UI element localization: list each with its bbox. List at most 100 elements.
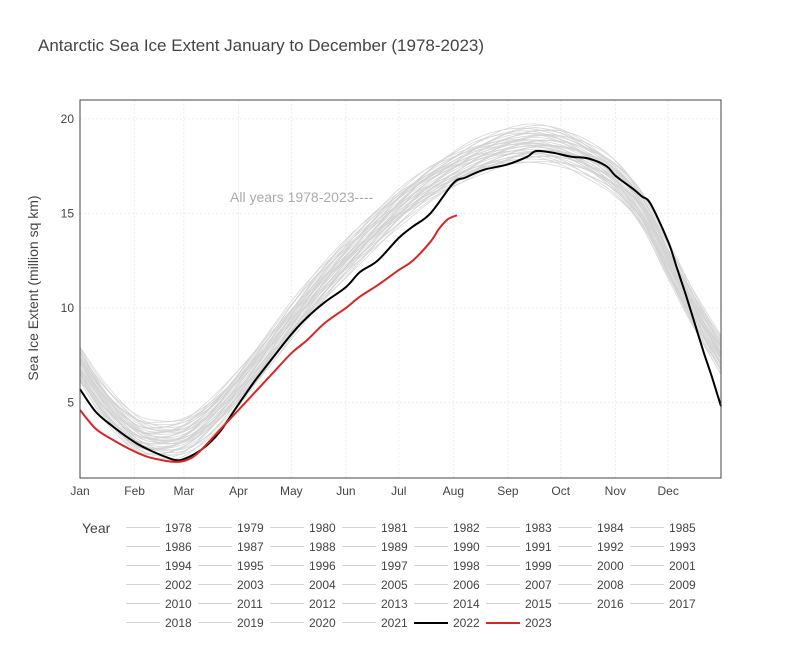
legend-swatch	[486, 621, 520, 624]
legend-item-2018[interactable]: 2018	[126, 613, 192, 632]
year-line-1978	[79, 155, 722, 456]
legend-item-1997[interactable]: 1997	[342, 556, 408, 575]
legend-label: 1988	[309, 539, 336, 554]
legend-label: 2023	[525, 615, 552, 630]
x-tick-label: Jun	[336, 484, 355, 498]
legend-item-1981[interactable]: 1981	[342, 518, 408, 537]
legend-swatch	[630, 603, 664, 604]
legend-label: 1982	[453, 520, 480, 535]
year-line-2015	[79, 139, 722, 440]
legend-label: 1992	[597, 539, 624, 554]
plot-frame	[79, 99, 722, 479]
legend-item-2021[interactable]: 2021	[342, 613, 408, 632]
legend-swatch	[558, 565, 592, 566]
y-tick-label: 15	[61, 206, 75, 220]
legend-item-1987[interactable]: 1987	[198, 537, 264, 556]
legend-item-2016[interactable]: 2016	[558, 594, 624, 613]
legend-item-2013[interactable]: 2013	[342, 594, 408, 613]
legend-label: 2019	[237, 615, 264, 630]
legend-item-2009[interactable]: 2009	[630, 575, 696, 594]
legend-item-1983[interactable]: 1983	[486, 518, 552, 537]
legend-label: 2020	[309, 615, 336, 630]
legend-item-1982[interactable]: 1982	[414, 518, 480, 537]
legend-swatch	[414, 584, 448, 585]
x-tick-label: Jul	[391, 484, 406, 498]
year-line-2001	[79, 161, 722, 461]
legend-item-2007[interactable]: 2007	[486, 575, 552, 594]
year-line-1988	[79, 151, 722, 450]
legend-item-1994[interactable]: 1994	[126, 556, 192, 575]
legend-swatch	[558, 603, 592, 604]
legend-item-1992[interactable]: 1992	[558, 537, 624, 556]
legend-item-1993[interactable]: 1993	[630, 537, 696, 556]
legend-item-2017[interactable]: 2017	[630, 594, 696, 613]
legend-item-1988[interactable]: 1988	[270, 537, 336, 556]
all-years-annotation: All years 1978-2023----	[230, 189, 374, 205]
legend-item-2000[interactable]: 2000	[558, 556, 624, 575]
legend-item-2006[interactable]: 2006	[414, 575, 480, 594]
legend-item-2002[interactable]: 2002	[126, 575, 192, 594]
legend-item-2010[interactable]: 2010	[126, 594, 192, 613]
legend-label: 2008	[597, 577, 624, 592]
legend-item-2014[interactable]: 2014	[414, 594, 480, 613]
legend-item-1984[interactable]: 1984	[558, 518, 624, 537]
legend-label: 1996	[309, 558, 336, 573]
legend-item-2011[interactable]: 2011	[198, 594, 263, 613]
y-tick-label: 10	[61, 301, 75, 315]
legend-item-2005[interactable]: 2005	[342, 575, 408, 594]
y-axis-title: Sea Ice Extent (million sq km)	[25, 195, 41, 380]
legend-item-1978[interactable]: 1978	[126, 518, 192, 537]
legend-swatch	[198, 622, 232, 623]
legend-swatch	[414, 527, 448, 528]
legend-swatch	[414, 565, 448, 566]
legend-item-1998[interactable]: 1998	[414, 556, 480, 575]
y-tick-label: 20	[61, 112, 75, 126]
legend-swatch	[342, 584, 376, 585]
legend-label: 1984	[597, 520, 624, 535]
legend-label: 2015	[525, 596, 552, 611]
legend-item-1986[interactable]: 1986	[126, 537, 192, 556]
legend-item-2001[interactable]: 2001	[630, 556, 696, 575]
legend-label: 1986	[165, 539, 192, 554]
legend-swatch	[126, 527, 160, 528]
legend-item-1995[interactable]: 1995	[198, 556, 264, 575]
legend-item-1990[interactable]: 1990	[414, 537, 480, 556]
legend-label: 1983	[525, 520, 552, 535]
year-line-2004	[79, 130, 722, 431]
legend-item-1980[interactable]: 1980	[270, 518, 336, 537]
legend-label: 1981	[381, 520, 408, 535]
legend-item-2008[interactable]: 2008	[558, 575, 624, 594]
legend-item-1979[interactable]: 1979	[198, 518, 264, 537]
legend-label: 1980	[309, 520, 336, 535]
legend-swatch	[270, 565, 304, 566]
legend-item-2023[interactable]: 2023	[486, 613, 552, 632]
legend-item-1985[interactable]: 1985	[630, 518, 696, 537]
legend-item-2004[interactable]: 2004	[270, 575, 336, 594]
legend-swatch	[342, 527, 376, 528]
legend-item-2012[interactable]: 2012	[270, 594, 336, 613]
legend-label: 1991	[525, 539, 552, 554]
x-tick-label: Nov	[605, 484, 626, 498]
legend-label: 2004	[309, 577, 336, 592]
legend-item-1999[interactable]: 1999	[486, 556, 552, 575]
legend-item-2022[interactable]: 2022	[414, 613, 480, 632]
legend-item-2019[interactable]: 2019	[198, 613, 264, 632]
legend-item-2020[interactable]: 2020	[270, 613, 336, 632]
legend-item-2003[interactable]: 2003	[198, 575, 264, 594]
year-line-2011	[79, 151, 722, 451]
legend-item-1991[interactable]: 1991	[486, 537, 552, 556]
y-tick-label: 5	[67, 395, 74, 409]
legend-swatch	[126, 584, 160, 585]
legend: Year 1978 1979 1980 1981 1982 1983 1984 1985 198…	[80, 518, 760, 638]
year-line-2020	[79, 144, 722, 443]
year-line-2022	[79, 149, 722, 462]
legend-item-2015[interactable]: 2015	[486, 594, 552, 613]
year-line-2016	[79, 158, 722, 457]
legend-item-1996[interactable]: 1996	[270, 556, 336, 575]
year-line-2019	[79, 127, 722, 428]
x-tick-label: Jan	[70, 484, 89, 498]
legend-item-1989[interactable]: 1989	[342, 537, 408, 556]
legend-label: 2003	[237, 577, 264, 592]
background-year-lines	[79, 123, 722, 461]
highlighted-year-lines	[79, 149, 722, 463]
